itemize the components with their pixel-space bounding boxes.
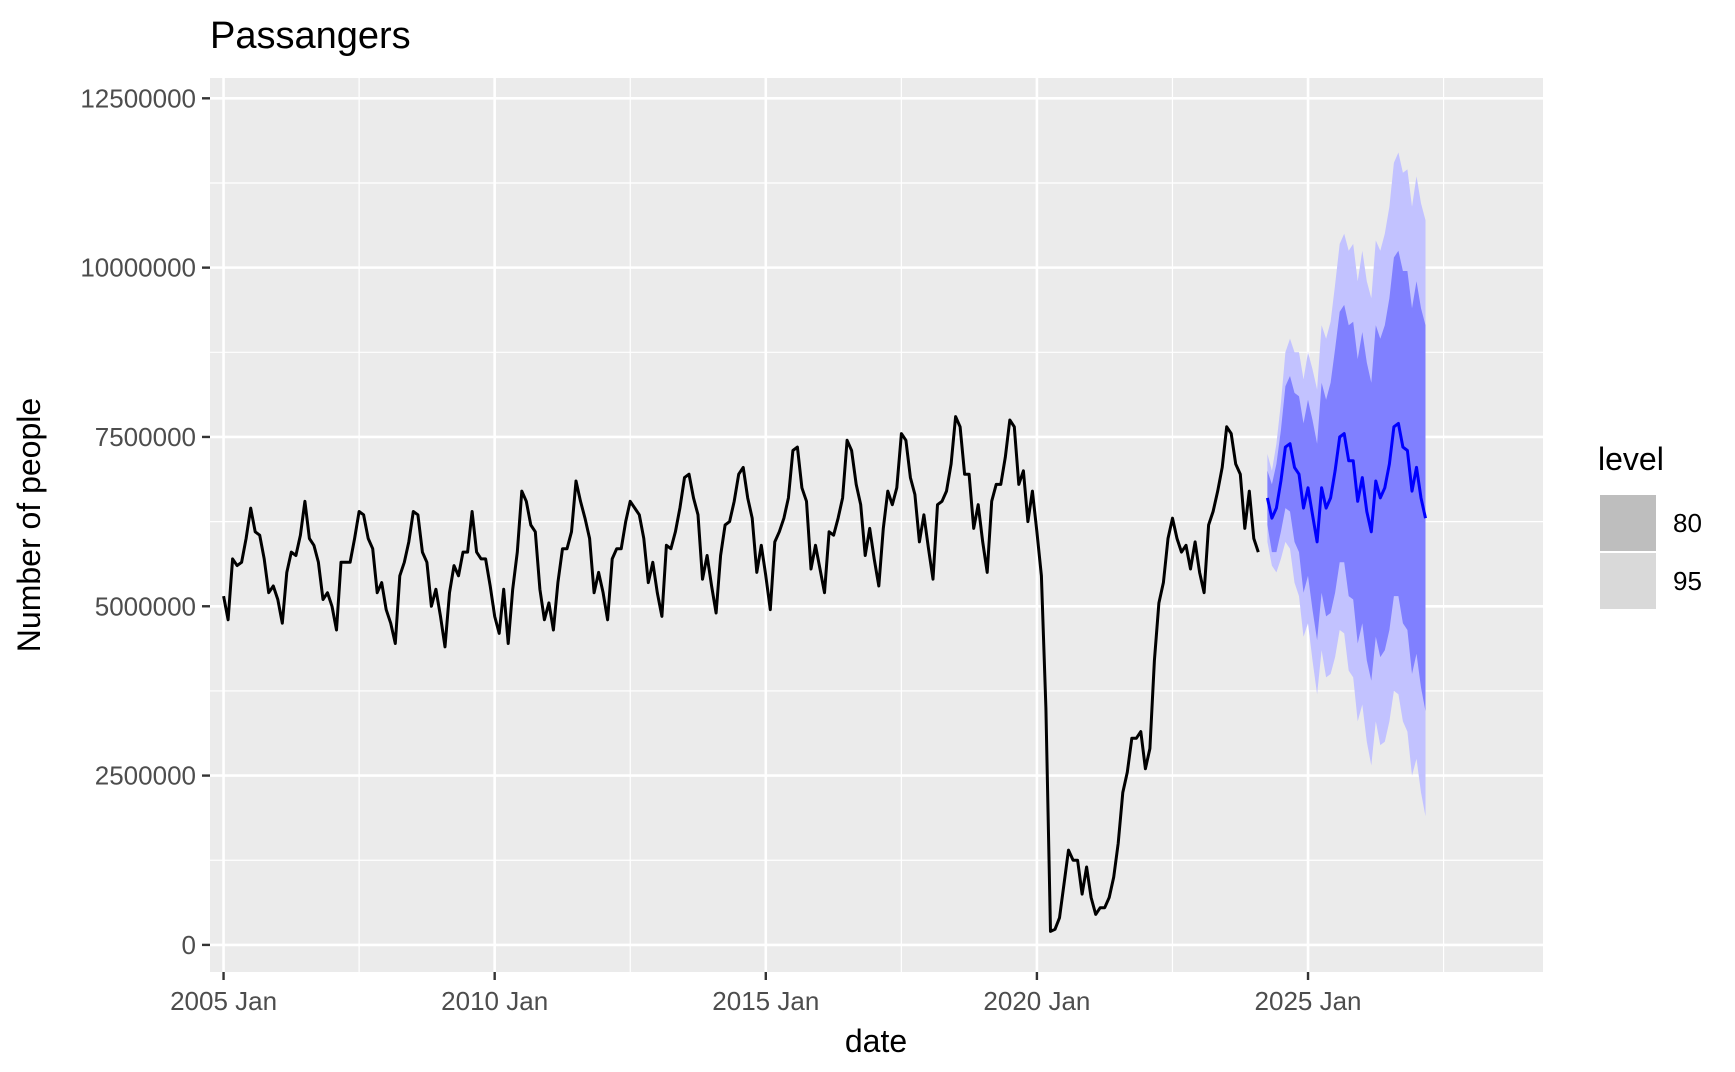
forecast-intervals xyxy=(1267,152,1426,817)
x-tick-label: 2010 Jan xyxy=(441,986,548,1016)
legend-label-95: 95 xyxy=(1673,566,1702,596)
x-axis: 2005 Jan 2010 Jan 2015 Jan 2020 Jan 2025 Jan xyxy=(170,972,1362,1016)
legend-title: level xyxy=(1598,441,1664,477)
history-line xyxy=(222,415,1260,933)
minor-gridlines xyxy=(210,78,1543,972)
y-tick-label: 10000000 xyxy=(80,253,196,283)
x-tick-label: 2025 Jan xyxy=(1255,986,1362,1016)
band-80 xyxy=(1267,250,1426,712)
y-tick-label: 0 xyxy=(182,930,196,960)
x-tick-label: 2015 Jan xyxy=(712,986,819,1016)
legend: level 80 95 xyxy=(1598,441,1702,609)
y-tick-label: 12500000 xyxy=(80,83,196,113)
y-tick-label: 7500000 xyxy=(95,422,196,452)
chart-title: Passangers xyxy=(210,15,411,57)
x-tick-label: 2005 Jan xyxy=(170,986,277,1016)
x-axis-title: date xyxy=(845,1023,907,1059)
y-axis-title: Number of people xyxy=(11,398,47,652)
major-gridlines xyxy=(210,78,1543,972)
y-tick-label: 5000000 xyxy=(95,591,196,621)
y-axis: 0 2500000 5000000 7500000 10000000 12500000 xyxy=(80,83,210,960)
y-tick-label: 2500000 xyxy=(95,761,196,791)
forecast-line xyxy=(1265,421,1427,544)
legend-label-80: 80 xyxy=(1673,508,1702,538)
x-tick-label: 2020 Jan xyxy=(983,986,1090,1016)
legend-key-80 xyxy=(1600,495,1656,551)
legend-key-95 xyxy=(1600,553,1656,609)
